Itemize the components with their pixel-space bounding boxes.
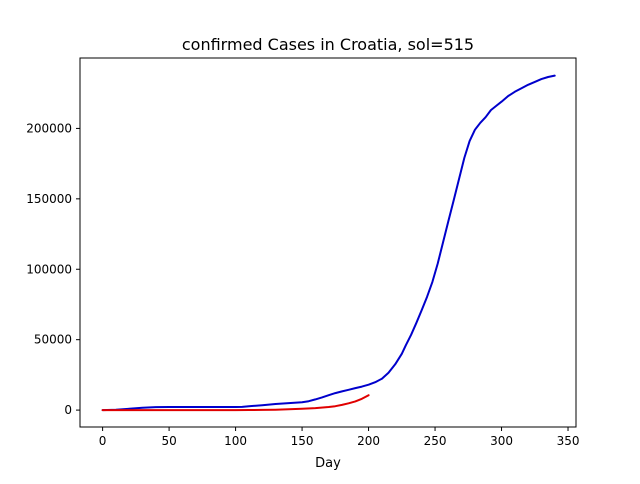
x-tick-label: 100 [224,434,247,448]
x-tick-label: 300 [490,434,513,448]
y-tick-label: 50000 [34,333,72,347]
series-layer [101,74,556,412]
y-tick-label: 200000 [26,121,72,135]
x-tick-label: 150 [291,434,314,448]
x-axis-label: Day [315,456,341,471]
x-tick-label: 50 [161,434,176,448]
x-tick-label: 0 [99,434,107,448]
x-tick-label: 200 [357,434,380,448]
series-line-blue [101,74,556,412]
y-tick-label: 0 [64,403,72,417]
plot-frame [79,57,577,428]
x-tick-label: 250 [424,434,447,448]
axes: 0 50 100 150 200 250 300 350 0 50000 100000 150000 2… [26,121,579,448]
series-line-red [101,394,370,412]
y-tick-label: 150000 [26,192,72,206]
x-tick-label: 350 [557,434,580,448]
y-tick-label: 100000 [26,262,72,276]
chart-title: confirmed Cases in Croatia, sol=515 [182,35,474,54]
